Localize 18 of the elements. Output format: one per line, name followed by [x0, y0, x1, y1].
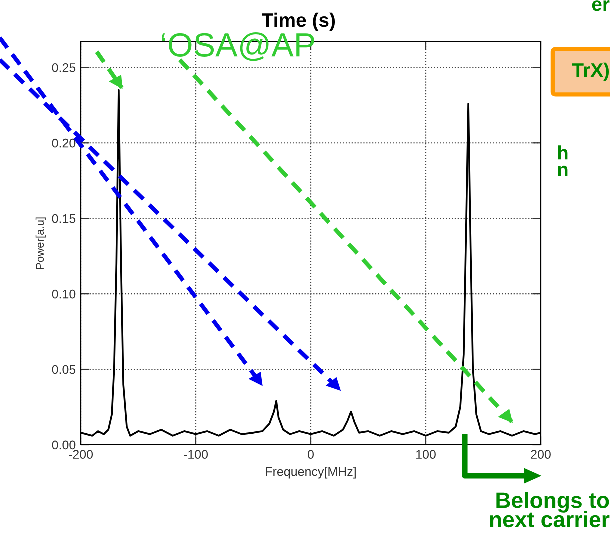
y-tick-label: 0.10: [52, 290, 76, 299]
y-tick-label: 0.25: [52, 63, 76, 72]
x-axis-title: Frequency[MHz]: [266, 467, 356, 479]
text: er: [592, 0, 610, 12]
y-tick-label: 0.00: [52, 440, 76, 450]
text: Belongs to next carrier: [490, 492, 610, 528]
y-tick-label: 0.05: [52, 365, 76, 374]
x-tick-label: 0: [308, 450, 314, 460]
text: h n: [558, 146, 568, 176]
x-tick-label: -200: [69, 450, 94, 460]
y-tick-label: 0.15: [52, 214, 76, 224]
x-tick-label: 200: [531, 450, 551, 460]
y-axis-title: Power[a.u]: [36, 218, 46, 270]
x-tick-label: -100: [184, 450, 208, 460]
chart-title: Time (s): [262, 12, 336, 32]
x-tick-label: 100: [416, 450, 436, 460]
y-tick-label: 0.20: [52, 138, 76, 148]
text: TrX): [572, 62, 610, 82]
